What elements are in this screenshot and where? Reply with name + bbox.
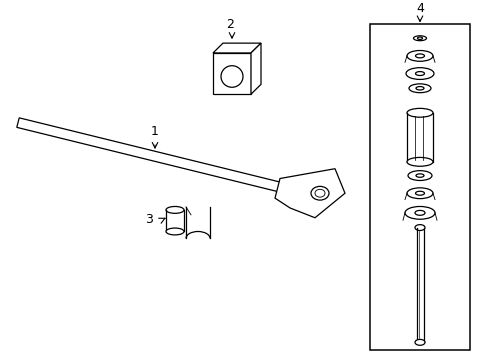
Ellipse shape — [221, 66, 243, 87]
Ellipse shape — [417, 37, 422, 40]
Ellipse shape — [414, 210, 424, 215]
Ellipse shape — [415, 86, 423, 90]
Ellipse shape — [404, 207, 434, 219]
Polygon shape — [17, 118, 285, 193]
Ellipse shape — [415, 54, 424, 58]
Ellipse shape — [415, 174, 423, 177]
Text: 2: 2 — [225, 18, 233, 31]
Text: 1: 1 — [151, 125, 159, 138]
Ellipse shape — [314, 189, 325, 197]
Ellipse shape — [415, 191, 424, 195]
Ellipse shape — [414, 339, 424, 345]
Ellipse shape — [406, 188, 432, 199]
Ellipse shape — [310, 186, 328, 200]
Ellipse shape — [413, 36, 426, 41]
Text: 4: 4 — [415, 2, 423, 15]
Bar — [213, 53, 250, 94]
Ellipse shape — [165, 207, 183, 213]
Ellipse shape — [405, 68, 433, 80]
Ellipse shape — [414, 225, 424, 230]
Text: 3: 3 — [145, 213, 153, 226]
Polygon shape — [274, 169, 345, 218]
Ellipse shape — [415, 72, 424, 76]
Bar — [369, 24, 469, 350]
Ellipse shape — [165, 228, 183, 235]
Polygon shape — [250, 43, 261, 94]
Polygon shape — [213, 43, 261, 53]
Ellipse shape — [408, 84, 430, 93]
Ellipse shape — [406, 157, 432, 166]
Ellipse shape — [407, 171, 431, 180]
Ellipse shape — [406, 50, 432, 61]
Ellipse shape — [406, 108, 432, 117]
